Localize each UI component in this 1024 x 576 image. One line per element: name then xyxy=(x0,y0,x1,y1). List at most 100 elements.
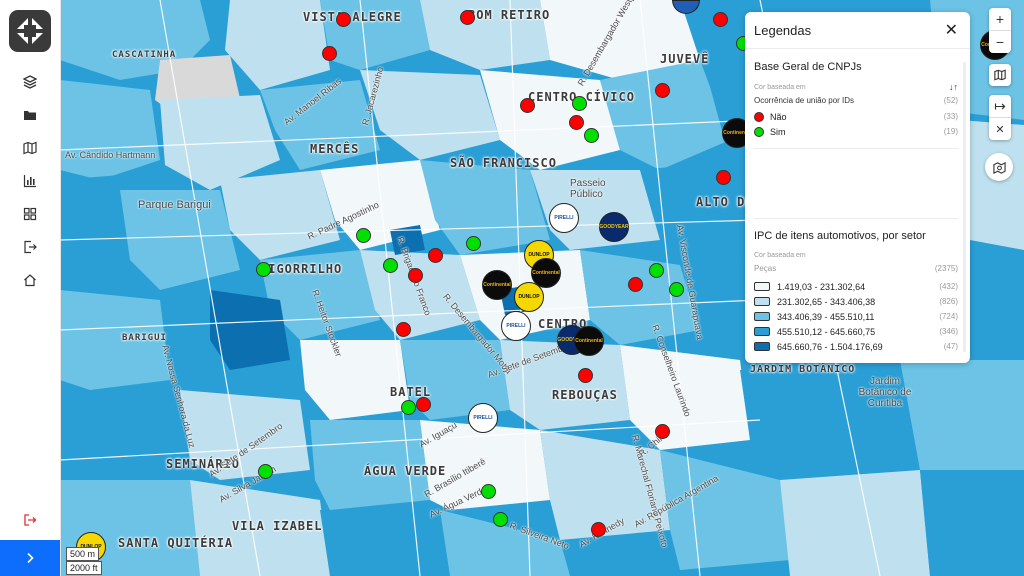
folder-icon[interactable] xyxy=(18,103,42,127)
legend-panel: Legendas ✕ Base Geral de CNPJs ↓↑ Cor ba… xyxy=(745,12,970,363)
cnpj-marker-sim[interactable] xyxy=(383,258,398,273)
legend-swatch xyxy=(754,111,764,122)
export-icon[interactable] xyxy=(18,235,42,259)
neighborhood-label: MERCÊS xyxy=(310,142,360,156)
measure-distance-icon[interactable]: ↦ xyxy=(994,97,1006,114)
layer1-attribute: Ocorrência de união por IDs xyxy=(754,96,855,105)
cnpj-marker-nao[interactable] xyxy=(569,115,584,130)
logout-icon[interactable] xyxy=(18,508,42,532)
pirelli-marker[interactable]: PIRELLI xyxy=(468,403,498,433)
screenshot-button[interactable] xyxy=(985,153,1013,181)
basemap-button[interactable] xyxy=(989,64,1011,86)
legend-count: (19) xyxy=(943,127,958,136)
cnpj-marker-sim[interactable] xyxy=(256,262,271,277)
chart-icon[interactable] xyxy=(18,169,42,193)
cnpj-marker-sim[interactable] xyxy=(584,128,599,143)
legend-class-3[interactable]: 343.406,39 - 455.510,11 xyxy=(754,310,874,323)
map-icon xyxy=(989,64,1011,86)
cnpj-marker-sim[interactable] xyxy=(401,400,416,415)
cnpj-marker-sim[interactable] xyxy=(481,484,496,499)
map-icon[interactable] xyxy=(18,136,42,160)
expand-sidebar-button[interactable] xyxy=(0,540,60,576)
layer1-title: Base Geral de CNPJs xyxy=(754,61,862,73)
neighborhood-label: REBOUÇAS xyxy=(552,388,618,402)
cnpj-marker-nao[interactable] xyxy=(578,368,593,383)
legend-class-5[interactable]: 645.660,76 - 1.504.176,69 xyxy=(754,340,883,353)
zoom-in-button[interactable]: + xyxy=(995,11,1005,27)
home-icon[interactable] xyxy=(18,268,42,292)
zoom-controls: + − xyxy=(989,8,1011,53)
legend-item-nao[interactable]: Não xyxy=(754,110,787,123)
legend-class-1[interactable]: 1.419,03 - 231.302,64 xyxy=(754,280,865,293)
cnpj-marker-sim[interactable] xyxy=(466,236,481,251)
goodyear-marker[interactable]: GOODYEAR xyxy=(599,212,629,242)
cnpj-marker-nao[interactable] xyxy=(428,248,443,263)
layer1-based-on: Cor baseada em xyxy=(754,84,806,91)
legend-class-2[interactable]: 231.302,65 - 343.406,38 xyxy=(754,295,875,308)
cnpj-marker-sim[interactable] xyxy=(493,512,508,527)
cnpj-marker-sim[interactable] xyxy=(356,228,371,243)
legend-count: (432) xyxy=(939,282,958,291)
legend-swatch xyxy=(754,327,770,336)
pirelli-marker[interactable]: PIRELLI xyxy=(501,311,531,341)
legend-swatch xyxy=(754,126,764,137)
layers-icon[interactable] xyxy=(18,70,42,94)
legend-scrollbar[interactable] xyxy=(963,62,966,352)
legend-count: (33) xyxy=(943,112,958,121)
neighborhood-label: BATEL xyxy=(390,385,432,399)
cnpj-marker-sim[interactable] xyxy=(258,464,273,479)
neighborhood-label: BOM RETIRO xyxy=(468,8,551,22)
sidebar xyxy=(0,0,61,576)
dunlop-marker[interactable]: DUNLOP xyxy=(514,282,544,312)
clear-measure-icon[interactable]: ✕ xyxy=(989,117,1011,140)
layer2-based-on: Cor baseada em xyxy=(754,252,806,259)
legend-count: (346) xyxy=(939,327,958,336)
park-label: Parque Barigui xyxy=(138,199,211,211)
chevron-right-icon xyxy=(27,552,34,564)
neighborhood-label: SEMINÁRIO xyxy=(166,457,241,471)
close-icon[interactable]: ✕ xyxy=(944,22,958,39)
continental-marker[interactable]: Continental xyxy=(482,270,512,300)
cnpj-marker-nao[interactable] xyxy=(520,98,535,113)
layer2-attribute: Peças xyxy=(754,264,777,273)
cnpj-marker-nao[interactable] xyxy=(336,12,351,27)
legend-swatch xyxy=(754,342,770,351)
legend-count: (826) xyxy=(939,297,958,306)
legend-label: 1.419,03 - 231.302,64 xyxy=(777,281,866,292)
cnpj-marker-nao[interactable] xyxy=(713,12,728,27)
app-logo[interactable] xyxy=(9,10,51,52)
cnpj-marker-nao[interactable] xyxy=(416,397,431,412)
sort-icon[interactable]: ↓↑ xyxy=(949,82,958,92)
cnpj-marker-sim[interactable] xyxy=(572,96,587,111)
cnpj-marker-sim[interactable] xyxy=(649,263,664,278)
legend-label: 455.510,12 - 645.660,75 xyxy=(777,326,876,337)
zoom-out-button[interactable]: − xyxy=(989,30,1011,53)
divider xyxy=(754,148,958,149)
neighborhood-label: VISTA ALEGRE xyxy=(303,10,402,24)
cnpj-marker-nao[interactable] xyxy=(396,322,411,337)
grid-icon[interactable] xyxy=(18,202,42,226)
pirelli-marker[interactable]: PIRELLI xyxy=(549,203,579,233)
cnpj-marker-nao[interactable] xyxy=(655,424,670,439)
cnpj-marker-nao[interactable] xyxy=(460,10,475,25)
street-label: Av. Cândido Hartmann xyxy=(65,150,156,160)
neighborhood-label: BARIGUI xyxy=(122,333,167,343)
neighborhood-label: BIGORRILHO xyxy=(260,262,343,276)
cnpj-marker-nao[interactable] xyxy=(655,83,670,98)
cnpj-marker-nao[interactable] xyxy=(716,170,731,185)
scale-bar-metric: 500 m xyxy=(66,547,100,561)
continental-marker[interactable]: Continental xyxy=(574,326,604,356)
cnpj-marker-nao[interactable] xyxy=(322,46,337,61)
legend-label: 645.660,76 - 1.504.176,69 xyxy=(777,341,883,352)
legend-count: (47) xyxy=(943,342,958,351)
cnpj-marker-nao[interactable] xyxy=(408,268,423,283)
legend-label: 343.406,39 - 455.510,11 xyxy=(777,311,875,322)
legend-class-4[interactable]: 455.510,12 - 645.660,75 xyxy=(754,325,875,338)
cnpj-marker-nao[interactable] xyxy=(591,522,606,537)
map-canvas[interactable]: VISTA ALEGRE BOM RETIRO JUVEVÊ CASCATINH… xyxy=(60,0,1024,576)
legend-item-sim[interactable]: Sim xyxy=(754,125,786,138)
legend-swatch xyxy=(754,297,770,306)
cnpj-marker-sim[interactable] xyxy=(669,282,684,297)
divider xyxy=(745,48,970,49)
cnpj-marker-nao[interactable] xyxy=(628,277,643,292)
